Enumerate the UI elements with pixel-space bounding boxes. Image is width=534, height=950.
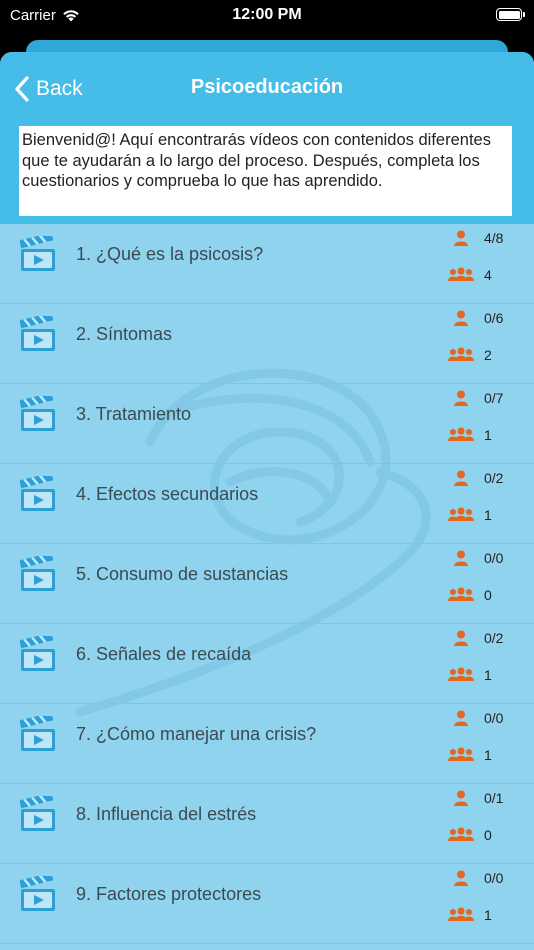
wifi-icon — [63, 10, 79, 22]
person-icon — [448, 630, 474, 646]
list-item[interactable]: 1. ¿Qué es la psicosis? 4/8 4 — [0, 224, 534, 304]
group-count: 0 — [448, 827, 492, 843]
status-time: 12:00 PM — [232, 6, 302, 23]
group-count-value: 1 — [484, 747, 492, 763]
group-count: 1 — [448, 907, 492, 923]
status-bar: Carrier 12:00 PM — [0, 0, 534, 32]
person-icon — [448, 790, 474, 806]
video-clapper-icon — [19, 712, 56, 752]
group-count-value: 1 — [484, 507, 492, 523]
group-icon — [448, 747, 474, 763]
list-item[interactable]: 7. ¿Cómo manejar una crisis? 0/0 1 — [0, 704, 534, 784]
item-title: 3. Tratamiento — [76, 404, 192, 424]
item-title: 4. Efectos secundarios — [76, 484, 259, 504]
personal-progress-value: 4/8 — [484, 230, 504, 246]
person-icon — [448, 710, 474, 726]
group-count-value: 0 — [484, 827, 492, 843]
list-item[interactable]: 5. Consumo de sustancias 0/0 0 — [0, 544, 534, 624]
status-carrier: Carrier — [10, 7, 80, 24]
modal-sheet: Back Psicoeducación Bienvenid@! Aquí enc… — [0, 52, 534, 950]
personal-progress-value: 0/2 — [484, 470, 504, 486]
list-item[interactable]: 9. Factores protectores 0/0 1 — [0, 864, 534, 944]
person-icon — [448, 470, 474, 486]
group-count-value: 0 — [484, 587, 492, 603]
group-count-value: 1 — [484, 667, 492, 683]
item-title: 1. ¿Qué es la psicosis? — [76, 244, 264, 264]
group-count-value: 1 — [484, 427, 492, 443]
video-clapper-icon — [19, 792, 56, 832]
group-count: 1 — [448, 427, 492, 443]
list-item[interactable]: 3. Tratamiento 0/7 1 — [0, 384, 534, 464]
person-icon — [448, 230, 474, 246]
item-title: 9. Factores protectores — [76, 884, 262, 904]
group-count: 4 — [448, 267, 492, 283]
video-clapper-icon — [19, 312, 56, 352]
chevron-left-icon — [15, 76, 29, 102]
person-icon — [448, 550, 474, 566]
list-item[interactable]: 6. Señales de recaída 0/2 1 — [0, 624, 534, 704]
list-item[interactable]: 8. Influencia del estrés 0/1 0 — [0, 784, 534, 864]
video-clapper-icon — [19, 552, 56, 592]
group-icon — [448, 347, 474, 363]
navigation-bar: Back Psicoeducación — [0, 52, 534, 124]
video-clapper-icon — [19, 392, 56, 432]
personal-progress-value: 0/0 — [484, 870, 504, 886]
person-icon — [448, 390, 474, 406]
personal-progress-value: 0/6 — [484, 310, 504, 326]
personal-progress-value: 0/1 — [484, 790, 504, 806]
video-clapper-icon — [19, 472, 56, 512]
item-title: 8. Influencia del estrés — [76, 804, 257, 824]
personal-progress: 0/2 — [448, 470, 503, 486]
group-count-value: 1 — [484, 907, 492, 923]
personal-progress-value: 0/7 — [484, 390, 504, 406]
personal-progress-value: 0/0 — [484, 710, 504, 726]
group-icon — [448, 827, 474, 843]
personal-progress: 0/1 — [448, 790, 503, 806]
group-icon — [448, 427, 474, 443]
item-title: 7. ¿Cómo manejar una crisis? — [76, 724, 317, 744]
list-item[interactable]: 4. Efectos secundarios 0/2 1 — [0, 464, 534, 544]
personal-progress: 0/6 — [448, 310, 503, 326]
personal-progress: 0/2 — [448, 630, 503, 646]
person-icon — [448, 870, 474, 886]
person-icon — [448, 310, 474, 326]
group-count: 0 — [448, 587, 492, 603]
video-clapper-icon — [19, 632, 56, 672]
list-item[interactable]: 2. Síntomas 0/6 2 — [0, 304, 534, 384]
battery-icon — [496, 8, 525, 21]
item-title: 6. Señales de recaída — [76, 644, 252, 664]
back-label: Back — [36, 77, 83, 100]
group-icon — [448, 907, 474, 923]
page-title: Psicoeducación — [190, 76, 344, 98]
intro-text: Bienvenid@! Aquí encontrarás vídeos con … — [19, 126, 512, 216]
item-title: 5. Consumo de sustancias — [76, 564, 289, 584]
group-icon — [448, 507, 474, 523]
carrier-label: Carrier — [10, 7, 56, 24]
personal-progress-value: 0/0 — [484, 550, 504, 566]
intro-band: Bienvenid@! Aquí encontrarás vídeos con … — [0, 124, 534, 224]
personal-progress: 0/7 — [448, 390, 503, 406]
group-count: 1 — [448, 507, 492, 523]
item-title: 2. Síntomas — [76, 324, 173, 344]
group-icon — [448, 667, 474, 683]
group-count-value: 4 — [484, 267, 492, 283]
video-clapper-icon — [19, 232, 56, 272]
group-icon — [448, 267, 474, 283]
personal-progress: 4/8 — [448, 230, 503, 246]
personal-progress: 0/0 — [448, 550, 503, 566]
group-count: 1 — [448, 747, 492, 763]
personal-progress: 0/0 — [448, 710, 503, 726]
group-count: 1 — [448, 667, 492, 683]
video-list: 1. ¿Qué es la psicosis? 4/8 4 2. Síntomas 0/… — [0, 224, 534, 944]
group-icon — [448, 587, 474, 603]
group-count-value: 2 — [484, 347, 492, 363]
personal-progress: 0/0 — [448, 870, 503, 886]
video-clapper-icon — [19, 872, 56, 912]
personal-progress-value: 0/2 — [484, 630, 504, 646]
group-count: 2 — [448, 347, 492, 363]
back-button[interactable]: Back — [14, 74, 83, 104]
